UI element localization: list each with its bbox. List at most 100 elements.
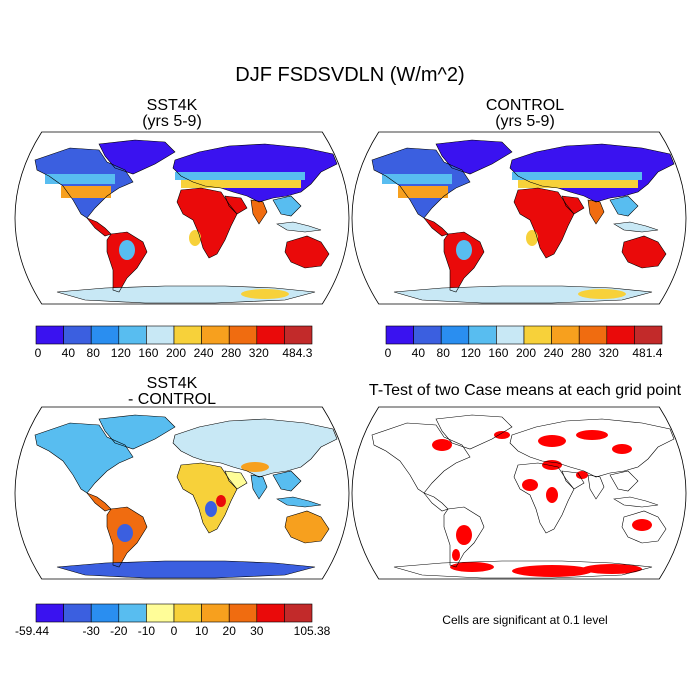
colorbar-swatch [284,603,313,623]
significant-cells [632,519,652,531]
patch-africa [526,230,538,246]
ttest-title: T-Test of two Case means at each grid po… [368,382,682,399]
continent-arabia [225,196,247,214]
band-namerica-low [61,186,111,198]
patch-antarctica [241,289,289,299]
coastline-seasia [609,470,639,492]
continent-arabia [562,196,584,214]
colorbar-label: 160 [488,346,508,360]
significance-note: Cells are significant at 0.1 level [442,613,608,627]
colorbar-swatch [228,325,258,345]
continent-australia [622,236,666,268]
ttest-map [351,406,687,580]
band-namerica-mid [45,174,115,184]
colorbar-label: 481.4 [632,346,662,360]
map-border [351,131,687,305]
coastline-seasia [609,195,639,217]
coastline-greenland [435,414,513,450]
colorbar-swatch [385,325,414,345]
coastline-africa [176,462,238,534]
continent-africa [514,188,574,258]
colorbar-swatch [35,325,64,345]
coastline-indonesia [613,496,659,508]
coastline-africa [513,462,575,534]
diff-title: SST4K - CONTROL [72,376,272,408]
colorbar-swatch [551,325,580,345]
colorbar-swatch [578,325,608,345]
coastline-seasia [272,470,302,492]
coastline-antarctica [56,560,316,579]
colorbar-label: 40 [62,346,76,360]
continent-seasia [273,471,301,491]
band-eurasia-mid [512,172,642,180]
sst4k-map [14,131,350,305]
coastline-eurasia [172,418,338,478]
colorbar-label: 240 [544,346,564,360]
difference-map [14,406,350,580]
colorbar-label: 320 [249,346,269,360]
patch-africa [189,230,201,246]
control-title: CONTROL (yrs 5-9) [425,98,625,130]
colorbar-label: 80 [437,346,451,360]
continent-greenland [436,140,512,174]
colorbar-swatch [496,325,525,345]
patch-sa-blue [117,524,133,542]
coastline-australia [621,510,667,544]
colorbar-swatch [146,603,175,623]
coastline-greenland [98,139,176,175]
colorbar-label: 320 [599,346,619,360]
colorbar-swatch [90,603,120,623]
significant-cells [582,564,642,574]
colorbar-label: -30 [83,624,101,638]
continent-eurasia [510,419,674,477]
continent-indonesia [277,222,321,232]
colorbar-label: 80 [87,346,101,360]
continent-seasia [610,471,638,491]
significant-cells [576,430,608,440]
colorbar-swatch [468,325,497,345]
continent-antarctica [57,561,315,578]
continent-samerica [107,232,147,292]
significant-cells [538,435,566,447]
coastline-arabia [224,195,248,215]
colorbar-swatch [63,603,92,623]
coastline-arabia [561,470,585,490]
continent-samerica [444,232,484,292]
patch-africa-red [216,495,226,507]
colorbar-swatch [523,325,552,345]
colorbar-swatch [35,603,64,623]
coastline-eurasia [509,143,675,203]
diff-title-line2: - CONTROL [128,391,216,408]
control-title-line2: (yrs 5-9) [495,113,555,130]
significant-cells [452,549,460,561]
coastline-africa [513,187,575,259]
colorbar-swatch [90,325,120,345]
continent-seasia [273,196,301,216]
control-colorbar: 0 40 80 120 160 200 240 280 320 481.4 [385,325,663,360]
patch-antarctica [578,289,626,299]
band-eurasia-low [518,180,638,188]
coastline-australia [284,510,330,544]
continent-eurasia [173,419,337,477]
colorbar-label: 280 [221,346,241,360]
colorbar-swatch [173,603,202,623]
sst4k-title-line2: (yrs 5-9) [142,113,202,130]
coastline-india [587,474,605,500]
continent-greenland [436,415,512,449]
continent-camerica [87,493,111,511]
coastline-arabia [561,195,585,215]
continent-africa [177,188,237,258]
significant-cells [576,471,588,479]
coastline-samerica [443,231,485,293]
continent-seasia [610,196,638,216]
map-border [351,406,687,580]
band-eurasia-low [181,180,301,188]
continent-greenland [99,140,175,174]
colorbar-label: 160 [138,346,158,360]
coastline-indonesia [276,496,322,508]
colorbar-swatch [173,325,202,345]
sst4k-colorbar: 0 40 80 120 160 200 240 280 320 484.3 [35,325,313,360]
continent-africa [177,463,237,533]
colorbar-label: 20 [223,624,237,638]
colorbar-label: 0 [35,346,42,360]
